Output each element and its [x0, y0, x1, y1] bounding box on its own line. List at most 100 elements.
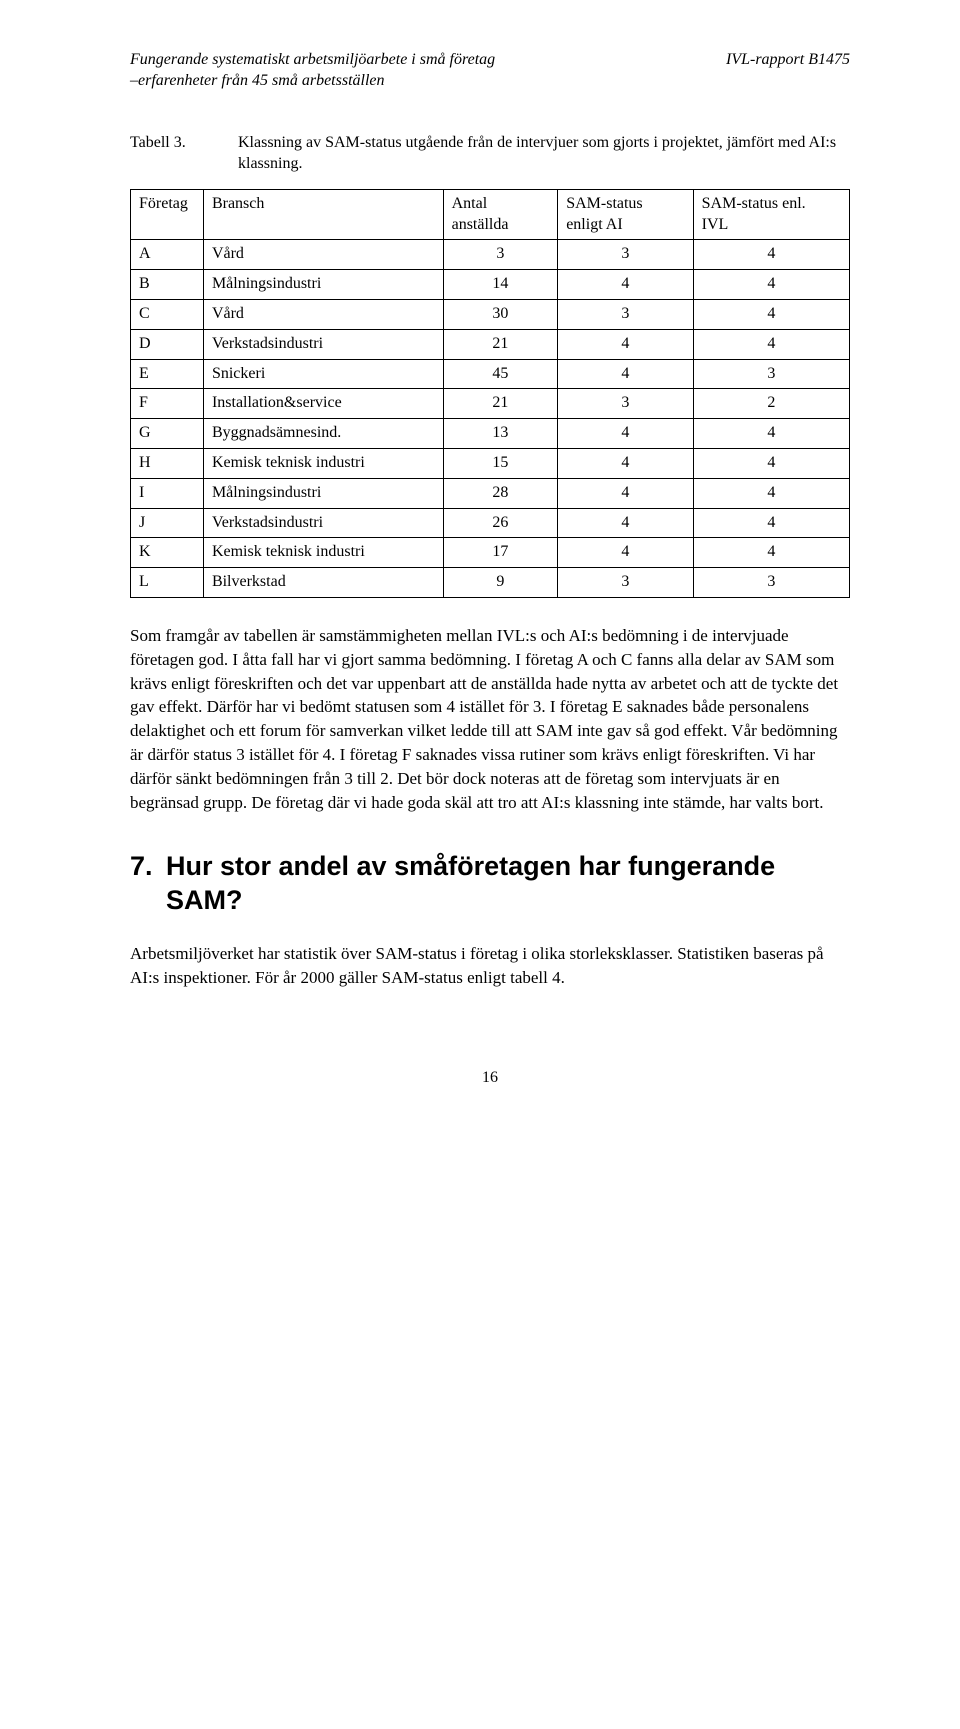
cell-sam-ai: 4	[558, 329, 693, 359]
th-foretag: Företag	[131, 189, 204, 240]
cell-sam-ivl: 4	[693, 329, 849, 359]
th-sam-ivl-line1: SAM-status enl.	[702, 195, 806, 212]
cell-sam-ai: 4	[558, 270, 693, 300]
running-header: Fungerande systematiskt arbetsmiljöarbet…	[130, 50, 850, 92]
cell-antal: 45	[443, 359, 558, 389]
cell-antal: 30	[443, 299, 558, 329]
table-row: AVård334	[131, 240, 850, 270]
cell-sam-ai: 4	[558, 538, 693, 568]
cell-sam-ai: 3	[558, 389, 693, 419]
cell-antal: 21	[443, 389, 558, 419]
th-sam-ai-line1: SAM-status	[566, 195, 642, 212]
table-body: AVård334BMålningsindustri1444CVård3034DV…	[131, 240, 850, 598]
table-row: LBilverkstad933	[131, 568, 850, 598]
th-sam-ivl-line2: IVL	[702, 216, 729, 233]
cell-sam-ai: 3	[558, 240, 693, 270]
th-sam-ai-line2: enligt AI	[566, 216, 622, 233]
table-row: CVård3034	[131, 299, 850, 329]
cell-sam-ivl: 3	[693, 568, 849, 598]
th-bransch: Bransch	[203, 189, 443, 240]
cell-sam-ivl: 4	[693, 270, 849, 300]
cell-foretag: D	[131, 329, 204, 359]
cell-bransch: Målningsindustri	[203, 478, 443, 508]
cell-sam-ai: 3	[558, 299, 693, 329]
cell-bransch: Kemisk teknisk industri	[203, 448, 443, 478]
cell-sam-ivl: 4	[693, 508, 849, 538]
cell-sam-ivl: 4	[693, 448, 849, 478]
cell-foretag: H	[131, 448, 204, 478]
cell-foretag: B	[131, 270, 204, 300]
th-sam-ai: SAM-status enligt AI	[558, 189, 693, 240]
cell-sam-ivl: 4	[693, 299, 849, 329]
cell-antal: 3	[443, 240, 558, 270]
cell-bransch: Kemisk teknisk industri	[203, 538, 443, 568]
running-header-left: Fungerande systematiskt arbetsmiljöarbet…	[130, 50, 495, 92]
cell-bransch: Vård	[203, 299, 443, 329]
th-sam-ivl: SAM-status enl. IVL	[693, 189, 849, 240]
cell-sam-ai: 4	[558, 508, 693, 538]
cell-sam-ivl: 3	[693, 359, 849, 389]
cell-antal: 13	[443, 419, 558, 449]
table-caption-label: Tabell 3.	[130, 132, 220, 175]
cell-antal: 28	[443, 478, 558, 508]
table-caption: Tabell 3. Klassning av SAM-status utgåen…	[130, 132, 850, 175]
table-header-row: Företag Bransch Antal anställda SAM-stat…	[131, 189, 850, 240]
cell-antal: 9	[443, 568, 558, 598]
cell-bransch: Snickeri	[203, 359, 443, 389]
table-row: FInstallation&service2132	[131, 389, 850, 419]
cell-foretag: I	[131, 478, 204, 508]
body-paragraph-1: Som framgår av tabellen är samstämmighet…	[130, 624, 850, 814]
table-row: GByggnadsämnesind.1344	[131, 419, 850, 449]
cell-antal: 17	[443, 538, 558, 568]
cell-bransch: Målningsindustri	[203, 270, 443, 300]
cell-foretag: G	[131, 419, 204, 449]
table-row: KKemisk teknisk industri1744	[131, 538, 850, 568]
cell-bransch: Verkstadsindustri	[203, 508, 443, 538]
th-antal: Antal anställda	[443, 189, 558, 240]
page: Fungerande systematiskt arbetsmiljöarbet…	[0, 0, 960, 1729]
cell-sam-ivl: 4	[693, 419, 849, 449]
cell-bransch: Installation&service	[203, 389, 443, 419]
cell-foretag: J	[131, 508, 204, 538]
cell-sam-ai: 3	[558, 568, 693, 598]
cell-bransch: Byggnadsämnesind.	[203, 419, 443, 449]
cell-foretag: K	[131, 538, 204, 568]
header-left-line2: –erfarenheter från 45 små arbetsställen	[130, 72, 385, 89]
cell-sam-ai: 4	[558, 359, 693, 389]
cell-bransch: Verkstadsindustri	[203, 329, 443, 359]
section-heading-text: Hur stor andel av småföretagen har funge…	[166, 850, 850, 918]
cell-foretag: A	[131, 240, 204, 270]
table-row: BMålningsindustri1444	[131, 270, 850, 300]
th-antal-line2: anställda	[452, 216, 509, 233]
cell-antal: 21	[443, 329, 558, 359]
cell-sam-ai: 4	[558, 419, 693, 449]
cell-sam-ai: 4	[558, 448, 693, 478]
cell-bransch: Bilverkstad	[203, 568, 443, 598]
cell-foretag: L	[131, 568, 204, 598]
cell-antal: 26	[443, 508, 558, 538]
table-row: ESnickeri4543	[131, 359, 850, 389]
table-row: JVerkstadsindustri2644	[131, 508, 850, 538]
header-left-line1: Fungerande systematiskt arbetsmiljöarbet…	[130, 51, 495, 68]
cell-sam-ivl: 4	[693, 478, 849, 508]
section-heading: 7. Hur stor andel av småföretagen har fu…	[130, 850, 850, 918]
table-row: DVerkstadsindustri2144	[131, 329, 850, 359]
cell-foretag: F	[131, 389, 204, 419]
cell-sam-ai: 4	[558, 478, 693, 508]
cell-antal: 14	[443, 270, 558, 300]
table-row: HKemisk teknisk industri1544	[131, 448, 850, 478]
th-antal-line1: Antal	[452, 195, 488, 212]
cell-sam-ivl: 2	[693, 389, 849, 419]
table-caption-text: Klassning av SAM-status utgående från de…	[220, 132, 850, 175]
body-paragraph-2: Arbetsmiljöverket har statistik över SAM…	[130, 942, 850, 990]
page-number: 16	[130, 1069, 850, 1087]
cell-foretag: C	[131, 299, 204, 329]
sam-status-table: Företag Bransch Antal anställda SAM-stat…	[130, 189, 850, 598]
cell-sam-ivl: 4	[693, 240, 849, 270]
cell-foretag: E	[131, 359, 204, 389]
section-heading-number: 7.	[130, 850, 166, 918]
cell-sam-ivl: 4	[693, 538, 849, 568]
cell-antal: 15	[443, 448, 558, 478]
table-row: IMålningsindustri2844	[131, 478, 850, 508]
cell-bransch: Vård	[203, 240, 443, 270]
